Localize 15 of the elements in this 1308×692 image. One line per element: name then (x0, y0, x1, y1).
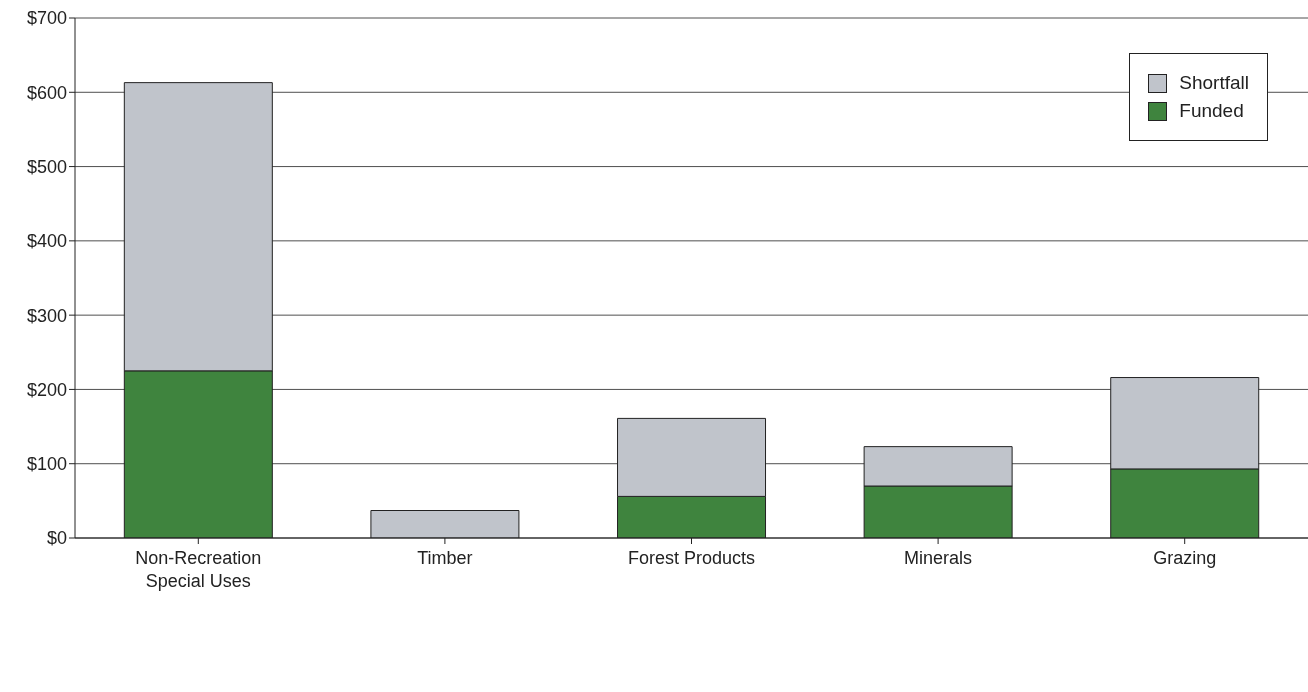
y-tick-label: $200 (26, 379, 67, 400)
y-tick-label: $100 (26, 454, 67, 475)
x-tick-label: Forest Products (627, 548, 756, 568)
x-tick-label: Timber (417, 548, 473, 568)
x-tick-label: Grazing (1153, 548, 1217, 568)
x-tick-label: Minerals (904, 548, 973, 568)
y-tick-label: $0 (46, 528, 67, 549)
y-tick-label: $700 (26, 8, 67, 29)
legend-label: Funded (1179, 100, 1244, 122)
x-tick-label: Non-Recreation Special Uses (135, 548, 262, 591)
y-tick-label: $600 (26, 82, 67, 103)
y-tick-label: $300 (26, 305, 67, 326)
y-tick-label: $400 (26, 231, 67, 252)
legend-label: Shortfall (1179, 72, 1249, 94)
y-tick-label: $500 (26, 156, 67, 177)
